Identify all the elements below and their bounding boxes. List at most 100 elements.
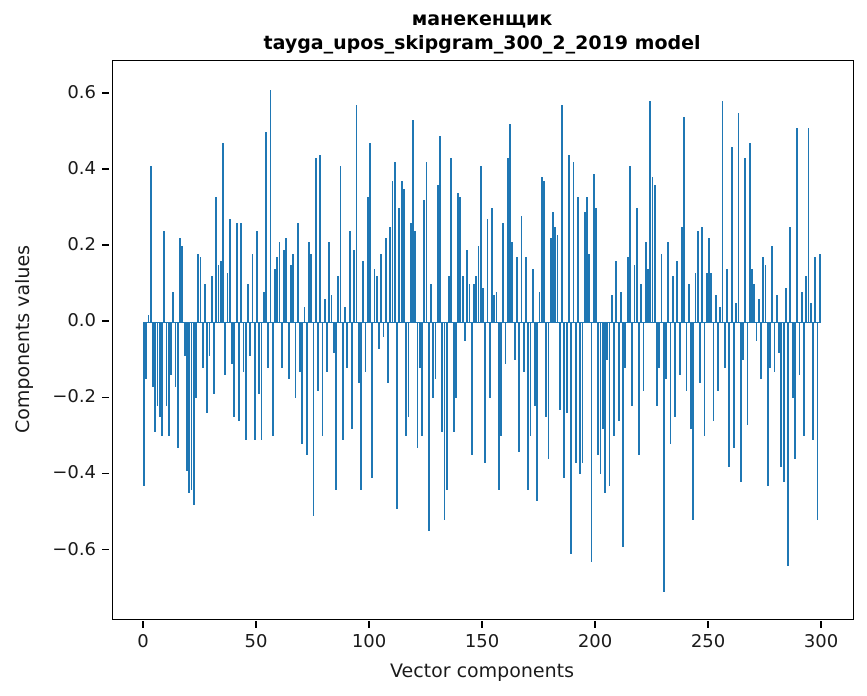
bar (176, 322, 179, 448)
bar (667, 242, 670, 323)
chart-title-word: манекенщик (411, 8, 553, 30)
x-tick-label: 300 (803, 631, 839, 652)
x-tick-mark (142, 621, 144, 628)
bar (445, 322, 448, 490)
bar (213, 322, 215, 395)
x-tick-label: 150 (464, 631, 500, 652)
bar (586, 196, 588, 323)
bar (506, 158, 509, 323)
bar (534, 322, 536, 406)
bar (371, 322, 374, 479)
bar (746, 322, 749, 425)
bar (658, 322, 661, 368)
bar (809, 303, 812, 323)
bar (626, 257, 629, 323)
x-tick-mark (481, 621, 483, 628)
bar (475, 276, 478, 323)
bar (538, 291, 541, 323)
bar (753, 284, 756, 323)
bar (332, 322, 335, 353)
bar (744, 158, 747, 323)
bar (613, 322, 615, 437)
bar (310, 253, 313, 323)
bar (314, 158, 317, 323)
bar (732, 322, 735, 448)
bar (464, 322, 466, 342)
bar (717, 322, 719, 391)
bar (382, 322, 385, 338)
bar (536, 322, 539, 501)
bar (425, 162, 428, 323)
bar (477, 245, 480, 323)
bar (529, 322, 532, 437)
bar (685, 322, 688, 391)
y-tick-mark (102, 548, 109, 551)
bar (516, 257, 518, 323)
bar (588, 253, 591, 323)
bar (574, 322, 577, 463)
bar (775, 295, 778, 323)
bar (762, 257, 765, 323)
bar (192, 322, 195, 505)
bar (509, 124, 512, 323)
bar (249, 322, 252, 357)
bar (558, 322, 561, 410)
bar (497, 322, 500, 490)
bar (167, 322, 170, 437)
bar (237, 322, 240, 422)
bar (287, 322, 290, 380)
bar (647, 268, 649, 323)
bar (172, 291, 175, 323)
bar (540, 177, 543, 323)
bar (256, 230, 258, 323)
bar (145, 322, 148, 380)
bar (644, 242, 647, 323)
bar (468, 284, 471, 323)
bar (789, 226, 792, 323)
bar (504, 322, 507, 364)
bar (742, 322, 744, 361)
bar (258, 322, 261, 395)
x-tick-label: 200 (577, 631, 613, 652)
bar (423, 200, 426, 323)
bar (328, 242, 331, 323)
bar (714, 295, 717, 323)
bar (803, 322, 805, 437)
bar (595, 207, 597, 323)
bar (378, 322, 380, 349)
x-tick-mark (255, 621, 257, 628)
bar (547, 322, 550, 460)
y-tick-label: 0.2 (67, 234, 96, 255)
bar (407, 322, 410, 418)
bar (278, 242, 281, 323)
bar (597, 322, 600, 456)
bar (301, 322, 304, 444)
bar (565, 322, 568, 414)
bar (357, 322, 360, 383)
bar (351, 322, 353, 429)
bar (247, 284, 249, 323)
chart-title-model: tayga_upos_skipgram_300_2_2019 model (263, 31, 701, 54)
bar (486, 219, 489, 323)
bar (735, 303, 738, 323)
bar (222, 143, 224, 323)
bar (678, 322, 681, 376)
bar (355, 105, 358, 323)
bar (231, 322, 233, 364)
bar (771, 245, 774, 323)
bar (186, 322, 188, 471)
y-axis-label: Components values (12, 244, 34, 434)
y-tick-mark (102, 92, 109, 94)
bar (341, 322, 344, 441)
bar (305, 322, 308, 456)
bar (337, 276, 340, 323)
bar (531, 268, 534, 323)
bar (730, 147, 733, 323)
bar (755, 322, 758, 342)
bar (651, 177, 654, 323)
bar (579, 322, 582, 475)
bar (427, 322, 430, 532)
bar (577, 196, 579, 323)
bar (335, 322, 337, 490)
bar (484, 322, 487, 463)
